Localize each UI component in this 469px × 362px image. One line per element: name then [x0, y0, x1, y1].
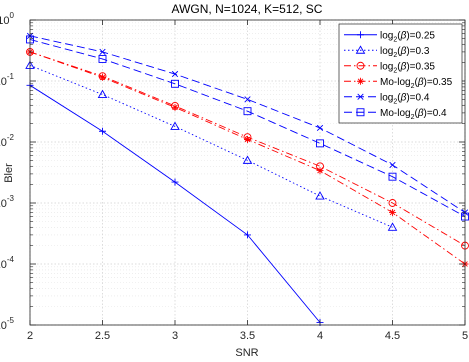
square-marker [98, 54, 107, 63]
legend-entry: log2(β)=0.35 [344, 61, 435, 74]
x-marker [316, 124, 324, 132]
square-marker [171, 79, 179, 88]
legend-entry: log2(β)=0.4 [344, 92, 430, 105]
legend-label: Mo-log2(β)=0.4 [380, 108, 447, 121]
x-marker [389, 161, 396, 169]
x-marker [244, 96, 251, 103]
x-tick-label: 2 [27, 330, 33, 342]
circle-marker [388, 199, 397, 207]
star-marker [389, 208, 396, 216]
legend-label: log2(β)=0.35 [380, 61, 435, 74]
legend: log2(β)=0.25 log2(β)=0.3 log2(β)=0.35 Mo-lo… [338, 23, 463, 124]
x-tick-label: 2.5 [95, 330, 110, 342]
x-marker [357, 93, 364, 100]
star-marker [357, 77, 364, 85]
x-tick-label: 3 [172, 330, 178, 342]
y-tick-label: 10-3 [0, 194, 15, 210]
triangle-marker [355, 45, 366, 54]
legend-entry: log2(β)=0.25 [344, 30, 435, 43]
legend-entry: Mo-log2(β)=0.4 [344, 108, 447, 121]
legend-label: Mo-log2(β)=0.35 [380, 77, 453, 90]
triangle-marker [242, 155, 253, 164]
plus-marker [357, 31, 364, 39]
square-marker [316, 139, 324, 148]
series-5 [26, 32, 469, 216]
legend-box [338, 23, 463, 124]
chart-title: AWGN, N=1024, K=512, SC [172, 2, 323, 16]
y-tick-label: 10-4 [0, 255, 15, 271]
legend-label: log2(β)=0.3 [380, 46, 430, 59]
y-tick-label: 10-1 [0, 72, 15, 88]
x-tick-label: 5 [462, 330, 468, 342]
star-marker [316, 167, 324, 175]
legend-label: log2(β)=0.25 [380, 30, 435, 43]
x-tick-label: 4 [317, 330, 323, 342]
star-marker [244, 135, 251, 143]
x-tick-label: 4.5 [385, 330, 400, 342]
x-axis-label: SNR [235, 347, 258, 359]
square-marker [356, 108, 365, 117]
legend-entry: Mo-log2(β)=0.35 [344, 77, 453, 90]
triangle-marker [387, 222, 398, 231]
series-layer [25, 32, 469, 326]
series-6 [26, 35, 469, 221]
triangle-marker [170, 121, 180, 130]
y-tick-label: 100 [0, 11, 15, 27]
legend-label: log2(β)=0.4 [380, 92, 430, 105]
legend-entry: log2(β)=0.3 [344, 45, 430, 59]
y-tick-label: 10-5 [0, 316, 15, 332]
triangle-marker [97, 89, 108, 98]
triangle-marker [315, 191, 325, 200]
x-marker [99, 48, 106, 56]
square-marker [388, 172, 397, 181]
x-tick-label: 3.5 [240, 330, 255, 342]
star-marker [99, 73, 106, 81]
x-marker [171, 70, 179, 78]
plus-marker [171, 178, 179, 186]
y-tick-label: 10-2 [0, 133, 15, 149]
series-line [29, 65, 393, 228]
circle-marker [356, 61, 365, 70]
axis-ticks: 2 2.5 3 3.5 4 4.5 5 100 10-1 10-2 10-3 10-4 10-5 [0, 11, 468, 342]
y-axis-label: Bler [3, 163, 15, 183]
star-marker [171, 103, 179, 111]
square-marker [243, 107, 252, 116]
series-line [29, 39, 466, 217]
plus-marker [244, 231, 251, 239]
plus-marker [99, 127, 106, 135]
